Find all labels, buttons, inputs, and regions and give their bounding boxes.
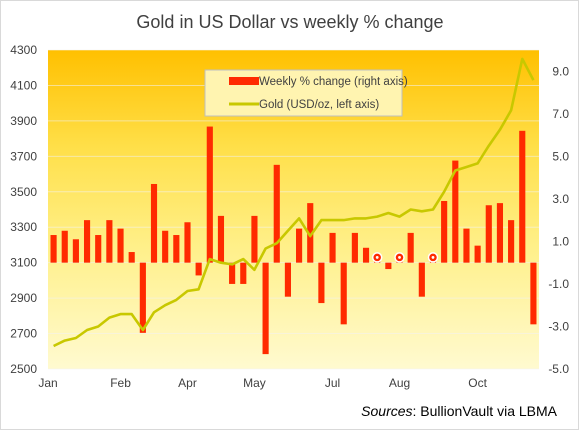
bar xyxy=(229,262,236,284)
bar xyxy=(240,262,247,284)
bar xyxy=(117,228,124,263)
bar xyxy=(150,183,158,263)
right-tick-label: 5.0 xyxy=(552,149,569,163)
x-tick-label: Jul xyxy=(325,376,340,390)
bar xyxy=(474,245,481,263)
legend: Weekly % change (right axis) Gold (USD/o… xyxy=(204,69,408,117)
bar xyxy=(139,262,146,333)
bar xyxy=(184,222,191,263)
source-text: : BullionVault via LBMA xyxy=(413,403,558,419)
bar xyxy=(362,247,370,263)
x-tick-label: May xyxy=(243,376,266,390)
bar xyxy=(530,262,537,325)
right-tick-label: 3.0 xyxy=(552,192,569,206)
bar-marker-dot xyxy=(431,256,435,259)
bar xyxy=(452,160,459,263)
left-tick-label: 3700 xyxy=(10,149,37,163)
small-change-markers xyxy=(371,252,439,263)
bar xyxy=(106,220,113,263)
bar xyxy=(61,230,68,263)
right-tick-label: -3.0 xyxy=(548,319,569,333)
legend-label-weekly-change: Weekly % change (right axis) xyxy=(259,76,408,88)
gridlines xyxy=(48,49,539,370)
bar xyxy=(206,126,213,263)
bar xyxy=(418,262,425,297)
right-tick-label: -5.0 xyxy=(548,362,569,376)
bar xyxy=(340,262,347,325)
bar xyxy=(385,262,392,270)
bar xyxy=(95,235,102,263)
right-tick-label: -1.0 xyxy=(548,277,569,291)
bar xyxy=(50,235,57,263)
legend-swatch-bar xyxy=(229,77,259,85)
x-tick-label: Apr xyxy=(178,376,197,390)
bar xyxy=(173,235,180,263)
bar xyxy=(128,252,135,263)
bar xyxy=(463,228,470,263)
bar xyxy=(72,239,79,263)
bar xyxy=(251,215,258,263)
bar xyxy=(217,215,225,263)
left-tick-label: 2900 xyxy=(10,291,37,305)
bar xyxy=(329,232,336,263)
source-note: Sources: BullionVault via LBMA xyxy=(361,403,557,419)
bar xyxy=(195,262,202,276)
right-tick-label: 9.0 xyxy=(552,64,569,78)
bar xyxy=(296,228,303,263)
bar xyxy=(162,230,169,263)
gold-line xyxy=(53,57,535,348)
right-axis-ticks: -5.0 -3.0 -1.0 1.0 3.0 5.0 7.0 9.0 xyxy=(548,64,569,376)
left-tick-label: 3900 xyxy=(10,114,37,128)
x-tick-label: Oct xyxy=(468,376,487,390)
right-tick-label: 7.0 xyxy=(552,107,569,121)
bar xyxy=(351,232,358,263)
right-tick-label: 1.0 xyxy=(552,234,569,248)
gold-price-line xyxy=(53,57,535,348)
bar xyxy=(262,262,269,355)
source-label: Sources xyxy=(361,403,412,419)
bar-marker-dot xyxy=(398,256,401,259)
left-tick-label: 4300 xyxy=(10,43,37,57)
left-tick-label: 2700 xyxy=(10,327,37,341)
x-tick-label: Jan xyxy=(38,376,57,390)
bar xyxy=(519,130,526,263)
chart-title: Gold in US Dollar vs weekly % change xyxy=(136,12,443,32)
left-tick-label: 3100 xyxy=(10,256,37,270)
left-axis-ticks: 2500 2700 2900 3100 3300 3500 3700 3900 4100 4300 xyxy=(10,43,37,376)
bar xyxy=(318,262,325,304)
left-tick-label: 4100 xyxy=(10,78,37,92)
left-tick-label: 3500 xyxy=(10,185,37,199)
bar xyxy=(496,203,504,263)
bar-marker-dot xyxy=(375,256,379,259)
bar xyxy=(441,200,448,263)
left-tick-label: 2500 xyxy=(10,362,37,376)
bar xyxy=(284,262,291,297)
legend-label-gold: Gold (USD/oz, left axis) xyxy=(259,99,379,111)
x-tick-label: Feb xyxy=(110,376,131,390)
left-tick-label: 3300 xyxy=(10,220,37,234)
bar xyxy=(83,220,91,263)
bar xyxy=(485,205,492,263)
x-tick-label: Aug xyxy=(389,376,410,390)
bar xyxy=(407,232,414,263)
bar xyxy=(307,203,314,263)
x-axis-ticks: Jan Feb Apr May Jul Aug Oct xyxy=(38,376,487,390)
bar xyxy=(273,164,280,263)
bar xyxy=(508,220,515,263)
